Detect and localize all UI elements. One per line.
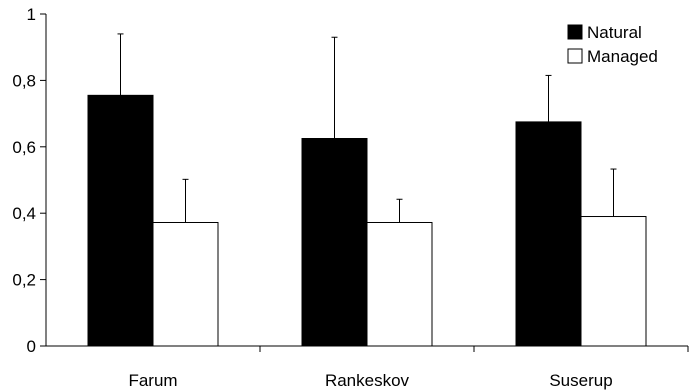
bar-managed-suserup <box>580 216 647 347</box>
y-tick-label: 0,8 <box>12 71 36 90</box>
tick-labels: 0 0,2 0,4 0,6 0,8 1 Farum Rankeskov Suserup <box>12 5 612 390</box>
bar-natural-farum <box>87 94 154 347</box>
error-bars <box>117 33 617 223</box>
legend: Natural Managed <box>567 23 658 66</box>
bars <box>87 94 647 347</box>
y-tick-label: 0,6 <box>12 138 36 157</box>
y-tick-label: 0,2 <box>12 271 36 290</box>
x-category-label: Suserup <box>549 371 612 390</box>
bar-natural-suserup <box>515 121 582 347</box>
x-category-label: Farum <box>128 371 177 390</box>
x-category-label: Rankeskov <box>325 371 410 390</box>
y-tick-label: 0,4 <box>12 204 36 223</box>
bar-managed-rankeskov <box>366 221 433 347</box>
y-tick-label: 1 <box>27 5 36 24</box>
bar-managed-farum <box>152 221 219 347</box>
legend-label-managed: Managed <box>587 47 658 66</box>
legend-label-natural: Natural <box>587 23 642 42</box>
legend-swatch-natural <box>567 24 583 40</box>
legend-swatch-managed <box>567 48 583 64</box>
y-tick-label: 0 <box>27 337 36 356</box>
bar-natural-rankeskov <box>301 138 368 347</box>
